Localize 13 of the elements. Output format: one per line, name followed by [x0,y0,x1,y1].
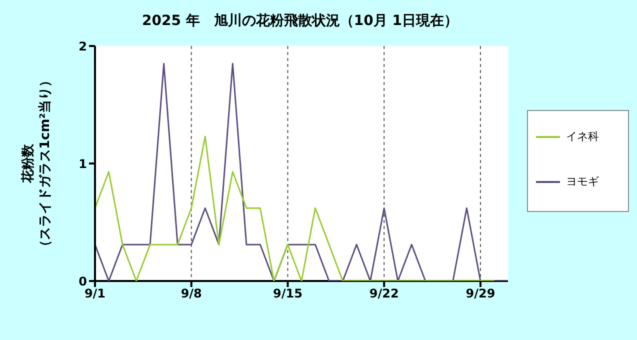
x-tick-label: 9/22 [369,286,399,301]
y-tick-label: 1 [78,156,87,171]
y-axis-title: 花粉数（スライドガラス1cm²当り） [21,74,53,253]
y-tick-label: 0 [78,274,87,288]
legend-label: イネ科 [566,129,599,144]
y-tick-label: 2 [78,39,87,54]
line-series [95,136,495,281]
chart-title: 2025 年 旭川の花粉飛散状況（10月 1日現在） [141,12,459,30]
x-tick-label: 9/15 [273,286,302,301]
x-tick-label: 9/1 [84,286,106,301]
x-tick-label: 9/29 [466,286,496,301]
legend-label: ヨモギ [566,174,599,189]
x-tick-label: 9/8 [180,286,202,301]
